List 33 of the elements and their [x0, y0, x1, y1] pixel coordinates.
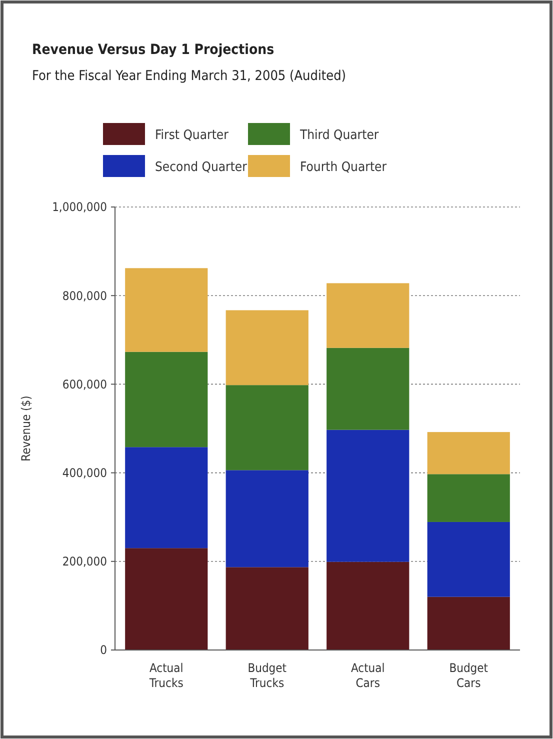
y-tick-label: 600,000	[62, 377, 108, 392]
bar	[226, 310, 308, 386]
y-tick-label: 800,000	[62, 288, 108, 303]
legend-label: Second Quarter	[155, 160, 248, 175]
bar	[226, 470, 308, 568]
y-axis-title: Revenue ($)	[19, 396, 33, 462]
x-tick-label: Budget Cars	[449, 661, 488, 690]
bar	[427, 474, 510, 522]
bar	[226, 385, 308, 470]
x-tick-label: Budget Trucks	[248, 661, 287, 690]
legend-label: Fourth Quarter	[300, 160, 387, 175]
chart-title: Revenue Versus Day 1 Projections	[32, 42, 274, 58]
y-tick-label: 1,000,000	[52, 200, 108, 214]
x-tick-label: Actual Trucks	[148, 661, 184, 690]
bar	[427, 522, 510, 597]
bar	[326, 562, 410, 650]
bar	[326, 348, 410, 430]
y-tick-label: 400,000	[62, 466, 108, 480]
y-tick-label: 200,000	[62, 554, 108, 569]
bar	[427, 596, 510, 650]
bar	[125, 447, 208, 548]
bar	[326, 283, 410, 348]
chart-subtitle: For the Fiscal Year Ending March 31, 2005 (Audited)	[32, 68, 346, 84]
bar	[125, 548, 208, 650]
bar	[125, 352, 208, 448]
bar	[226, 567, 308, 650]
bar	[125, 268, 208, 352]
y-tick-label: 0	[100, 643, 108, 658]
legend-label: First Quarter	[155, 128, 229, 143]
x-tick-label: Actual Cars	[350, 661, 385, 690]
legend-label: Third Quarter	[299, 128, 379, 143]
bar	[427, 432, 510, 474]
bar	[326, 430, 410, 562]
